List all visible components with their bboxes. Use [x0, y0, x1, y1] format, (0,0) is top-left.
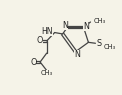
Text: S: S — [97, 39, 102, 48]
Text: CH₃: CH₃ — [104, 44, 116, 50]
Text: N: N — [62, 21, 68, 30]
Text: O: O — [37, 36, 43, 46]
Text: CH₃: CH₃ — [41, 70, 53, 76]
Text: N: N — [83, 22, 89, 30]
Text: N: N — [74, 50, 80, 59]
Text: CH₃: CH₃ — [93, 18, 105, 24]
Text: O: O — [30, 58, 36, 66]
Text: HN: HN — [41, 27, 53, 36]
